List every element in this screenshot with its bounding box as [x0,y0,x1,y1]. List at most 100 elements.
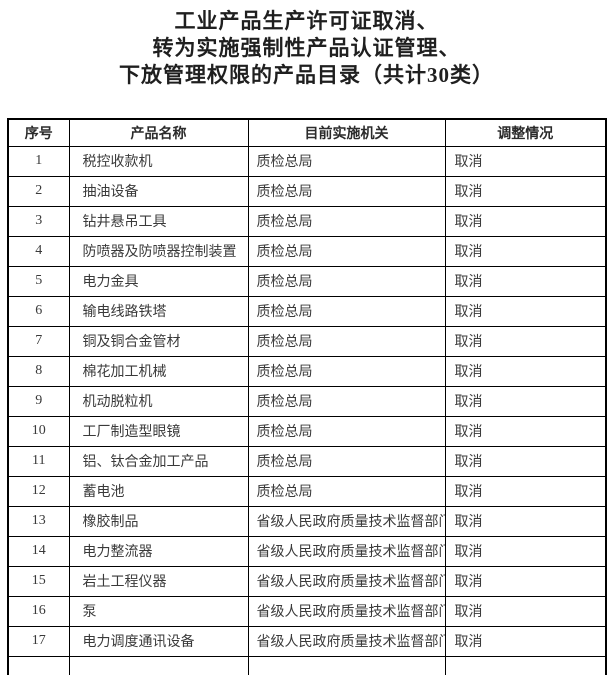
product-name-cell: 电力调度通讯设备 [68,625,249,657]
document-title-line-3: 下放管理权限的产品目录（共计30类） [119,63,494,87]
product-name-cell: 工厂制造型眼镜 [68,415,249,447]
product-name-cell: 棉花加工机械 [68,355,249,387]
agency-cell: 省级人民政府质量技术监督部门 [247,535,446,567]
table-row: 8 棉花加工机械 质检总局 取消 [7,355,607,387]
agency-cell: 质检总局 [247,325,446,357]
agency-cell: 省级人民政府质量技术监督部门 [247,505,446,537]
table-row: 12 蓄电池 质检总局 取消 [7,475,607,507]
agency-cell: 质检总局 [247,295,446,327]
row-number-cell: 13 [7,505,70,537]
table-row: 1 税控收款机 质检总局 取消 [7,145,607,177]
product-name-cell: 税控收款机 [68,145,249,177]
adjustment-cell: 取消 [444,505,607,537]
adjustment-cell: 取消 [444,295,607,327]
product-name-cell: 铝、钛合金加工产品 [68,445,249,477]
table-row: 4 防喷器及防喷器控制装置 质检总局 取消 [7,235,607,267]
table-row: 2 抽油设备 质检总局 取消 [7,175,607,207]
table-row: 6 输电线路铁塔 质检总局 取消 [7,295,607,327]
table-row: 14 电力整流器 省级人民政府质量技术监督部门 取消 [7,535,607,567]
product-name-cell: 防喷器及防喷器控制装置 [68,235,249,267]
document-title-line-2: 转为实施强制性产品认证管理、 [152,36,461,60]
row-number-cell: 12 [7,475,70,507]
product-name-cell: 抽油设备 [68,175,249,207]
row-number-cell: 10 [7,415,70,447]
empty-cell [247,655,446,675]
document-title-line-1: 工业产品生产许可证取消、 [174,9,439,33]
table-row: 10 工厂制造型眼镜 质检总局 取消 [7,415,607,447]
empty-cell [444,655,607,675]
product-name-cell: 机动脱粒机 [68,385,249,417]
agency-cell: 省级人民政府质量技术监督部门 [247,595,446,627]
table-row: 7 铜及铜合金管材 质检总局 取消 [7,325,607,357]
row-number-cell: 16 [7,595,70,627]
agency-cell: 省级人民政府质量技术监督部门 [247,565,446,597]
row-number-cell: 14 [7,535,70,567]
row-number-cell: 9 [7,385,70,417]
agency-cell: 质检总局 [247,415,446,447]
agency-cell: 质检总局 [247,265,446,297]
product-name-cell: 岩土工程仪器 [68,565,249,597]
row-number-cell: 8 [7,355,70,387]
table-row: 16 泵省级人民政府质量技术监督部门 取消 [7,595,607,627]
table-header: 序号 产品名称 目前实施机关 调整情况 [7,118,607,147]
adjustment-cell: 取消 [444,535,607,567]
adjustment-cell: 取消 [444,415,607,447]
agency-cell: 质检总局 [247,175,446,207]
row-number-cell: 5 [7,265,70,297]
row-number-cell: 2 [7,175,70,207]
product-name-cell: 橡胶制品 [68,505,249,537]
adjustment-cell: 取消 [444,145,607,177]
adjustment-cell: 取消 [444,205,607,237]
table-body: 1 税控收款机 质检总局 取消 2 抽油设备 质检总局 取消 3 钻井悬吊工具 质检总局 取消 4 防喷器… [7,145,607,675]
product-name-cell: 输电线路铁塔 [68,295,249,327]
adjustment-cell: 取消 [444,265,607,297]
agency-cell: 质检总局 [247,355,446,387]
row-number-cell: 3 [7,205,70,237]
row-number-cell: 6 [7,295,70,327]
adjustment-cell: 取消 [444,595,607,627]
table-row: 17 电力调度通讯设备 省级人民政府质量技术监督部门 取消 [7,625,607,657]
product-catalog-table: 序号 产品名称 目前实施机关 调整情况 1 税控收款机 质检总局 取消 2 抽油设备 质检总… [7,118,607,675]
row-number-cell: 15 [7,565,70,597]
adjustment-cell: 取消 [444,175,607,207]
adjustment-cell: 取消 [444,235,607,267]
adjustment-cell: 取消 [444,325,607,357]
row-number-cell: 7 [7,325,70,357]
table-row: 9 机动脱粒机 质检总局 取消 [7,385,607,417]
empty-cell [68,655,249,675]
table-row: 3 钻井悬吊工具 质检总局 取消 [7,205,607,237]
adjustment-cell: 取消 [444,625,607,657]
row-number-cell: 11 [7,445,70,477]
table-row: 11 铝、钛合金加工产品 质检总局 取消 [7,445,607,477]
product-name-cell: 电力整流器 [68,535,249,567]
table-row: 13 橡胶制品 省级人民政府质量技术监督部门 取消 [7,505,607,537]
adjustment-cell: 取消 [444,385,607,417]
agency-cell: 质检总局 [247,205,446,237]
agency-cell: 质检总局 [247,145,446,177]
row-number-cell: 17 [7,625,70,657]
agency-cell: 质检总局 [247,445,446,477]
product-name-cell: 铜及铜合金管材 [68,325,249,357]
product-name-cell: 泵 [68,595,249,627]
product-name-cell: 电力金具 [68,265,249,297]
agency-cell: 质检总局 [247,235,446,267]
adjustment-cell: 取消 [444,565,607,597]
table-row-partial [7,655,607,675]
header-cell-adjustment: 调整情况 [444,118,607,147]
adjustment-cell: 取消 [444,355,607,387]
header-cell-product: 产品名称 [68,118,249,147]
header-cell-number: 序号 [7,118,70,147]
empty-cell [7,655,70,675]
table-row: 5 电力金具 质检总局 取消 [7,265,607,297]
adjustment-cell: 取消 [444,445,607,477]
agency-cell: 质检总局 [247,475,446,507]
agency-cell: 质检总局 [247,385,446,417]
row-number-cell: 1 [7,145,70,177]
adjustment-cell: 取消 [444,475,607,507]
document-title: 工业产品生产许可证取消、 转为实施强制性产品认证管理、 下放管理权限的产品目录（… [0,8,613,89]
table-row: 15 岩土工程仪器 省级人民政府质量技术监督部门 取消 [7,565,607,597]
table-header-row: 序号 产品名称 目前实施机关 调整情况 [7,118,607,147]
product-name-cell: 钻井悬吊工具 [68,205,249,237]
header-cell-agency: 目前实施机关 [247,118,446,147]
